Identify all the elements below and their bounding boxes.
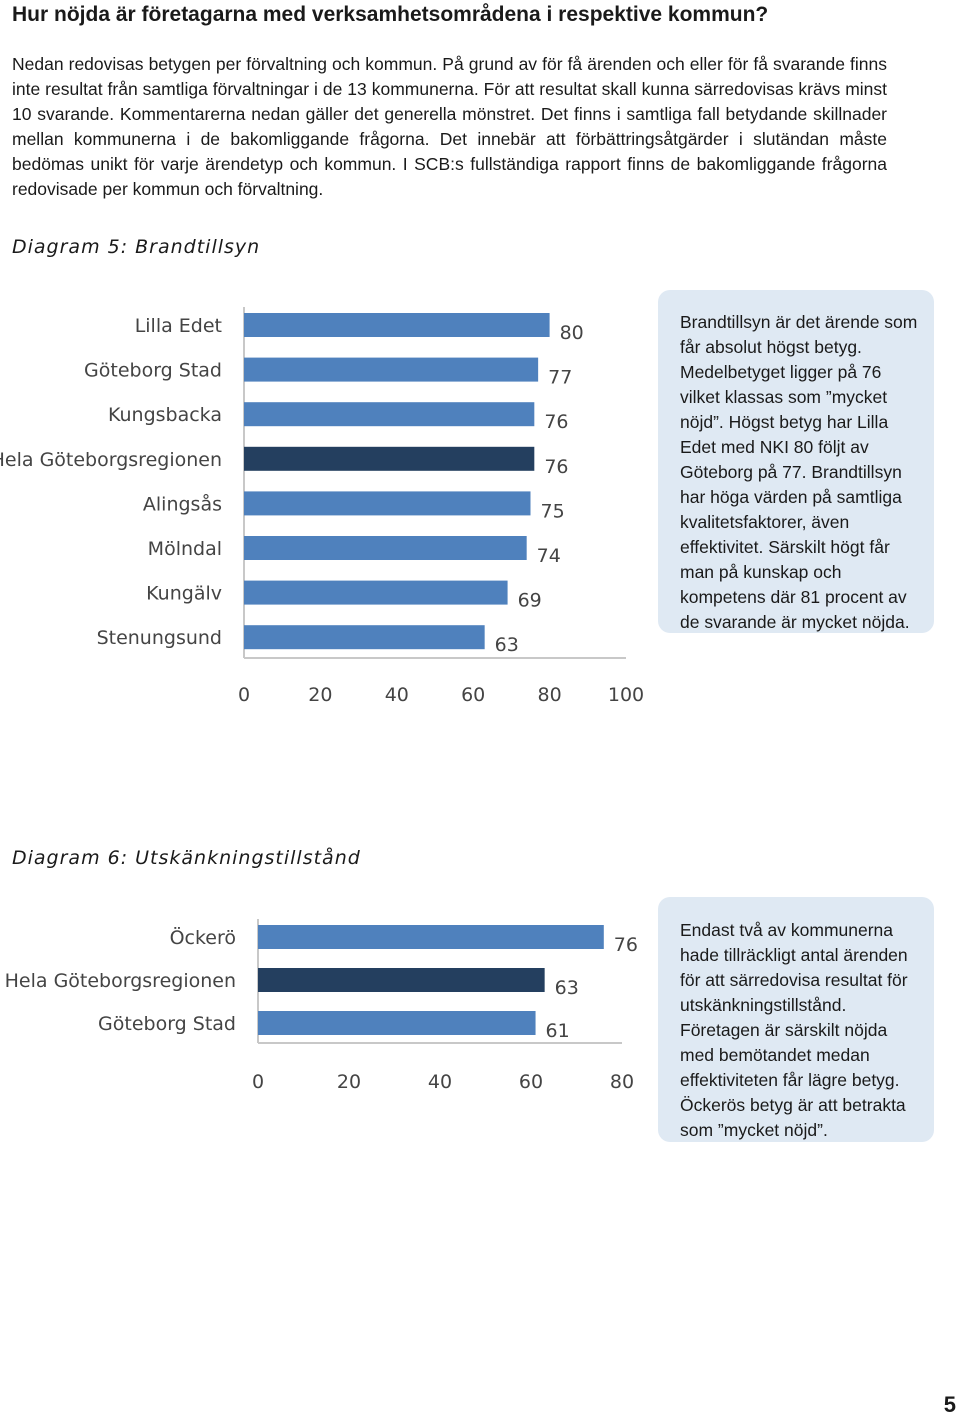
diagram-6-bar-goteborg-stad	[258, 1011, 536, 1035]
diagram-5-category-label-kungalv: Kungälv	[146, 583, 222, 605]
diagram-6-tick-label-20: 20	[337, 1071, 361, 1093]
diagram-5-data-label-goteborg-stad: 77	[548, 367, 572, 389]
diagram-6-data-label-ockero: 76	[614, 934, 638, 956]
diagram-6-tick-label-0: 0	[252, 1071, 264, 1093]
diagram-5-category-label-kungsbacka: Kungsbacka	[108, 404, 222, 426]
diagram-5-data-label-kungalv: 69	[518, 590, 542, 612]
diagram-6-data-label-goteborg-stad: 61	[546, 1020, 570, 1042]
diagram-6-data-label-hela-goteborgsregionen: 63	[555, 977, 579, 999]
diagram-5-comment-box: Brandtillsyn är det ärende som får absol…	[658, 290, 934, 633]
diagram-5-tick-label-0: 0	[238, 684, 250, 706]
diagram-5-data-label-lilla-edet: 80	[560, 322, 584, 344]
diagram-5-chart: Lilla Edet 80 Göteborg Stad 77 Kungsbacka 76 H…	[0, 290, 650, 725]
diagram-5-bar-kungsbacka	[244, 402, 535, 427]
diagram-5-bar-lilla-edet	[244, 313, 550, 337]
diagram-5-comment-text: Brandtillsyn är det ärende som får absol…	[680, 312, 918, 632]
intro-paragraph: Nedan redovisas betygen per förvaltning …	[12, 54, 887, 199]
diagram-5-data-label-hela-goteborgsregionen: 76	[544, 456, 568, 478]
diagram-5-data-label-molndal: 74	[537, 545, 561, 567]
diagram-5-category-label-stenungsund: Stenungsund	[97, 627, 222, 649]
diagram-5-tick-label-40: 40	[385, 684, 409, 706]
diagram-5-category-label-hela-goteborgsregionen: Hela Göteborgsregionen	[0, 449, 222, 471]
diagram-6-title: Diagram 6: Utskänkningstillstånd	[12, 847, 361, 869]
diagram-5-tick-label-60: 60	[461, 684, 485, 706]
diagram-5-data-label-stenungsund: 63	[495, 634, 519, 656]
page-number: 5	[943, 1392, 956, 1417]
diagram-6-category-label-ockero: Öckerö	[170, 926, 236, 949]
diagram-5-category-label-alingsas: Alingsås	[143, 492, 222, 515]
diagram-6-tick-label-60: 60	[519, 1071, 543, 1093]
diagram-6-bar-hela-goteborgsregionen	[258, 968, 545, 992]
diagram-5-category-label-lilla-edet: Lilla Edet	[135, 315, 222, 337]
diagram-5-tick-label-100: 100	[608, 684, 644, 706]
diagram-5-tick-label-80: 80	[538, 684, 562, 706]
diagram-5-data-label-alingsas: 75	[541, 500, 565, 522]
diagram-5-title: Diagram 5: Brandtillsyn	[12, 236, 261, 258]
diagram-6-svg: Öckerö 76 Hela Göteborgsregionen 63 Göteborg…	[5, 919, 638, 1093]
diagram-5-bar-goteborg-stad	[244, 357, 539, 382]
diagram-6-comment-box: Endast två av kommunerna hade tillräckli…	[658, 897, 934, 1142]
diagram-6-tick-label-40: 40	[428, 1071, 452, 1093]
diagram-6-category-label-hela-goteborgsregionen: Hela Göteborgsregionen	[5, 970, 236, 992]
diagram-5-bar-alingsas	[244, 491, 531, 516]
diagram-5-data-label-kungsbacka: 76	[544, 411, 568, 433]
diagram-6-bar-ockero	[258, 925, 604, 949]
diagram-6-comment-text: Endast två av kommunerna hade tillräckli…	[680, 920, 908, 1140]
page-heading: Hur nöjda är företagarna med verksamhets…	[12, 3, 769, 26]
diagram-5-bar-kungalv	[244, 580, 508, 605]
diagram-5-bar-hela-goteborgsregionen	[244, 446, 535, 471]
diagram-5-tick-label-20: 20	[308, 684, 332, 706]
diagram-6-chart: Öckerö 76 Hela Göteborgsregionen 63 Göteborg…	[0, 905, 650, 1110]
diagram-6-tick-label-80: 80	[610, 1071, 634, 1093]
diagram-5-svg: Lilla Edet 80 Göteborg Stad 77 Kungsbacka 76 H…	[0, 307, 644, 706]
diagram-5-bar-molndal	[244, 536, 527, 560]
diagram-5-category-label-goteborg-stad: Göteborg Stad	[84, 360, 222, 382]
diagram-5-bar-stenungsund	[244, 625, 485, 650]
diagram-5-category-label-molndal: Mölndal	[148, 538, 222, 560]
diagram-6-category-label-goteborg-stad: Göteborg Stad	[98, 1013, 236, 1035]
